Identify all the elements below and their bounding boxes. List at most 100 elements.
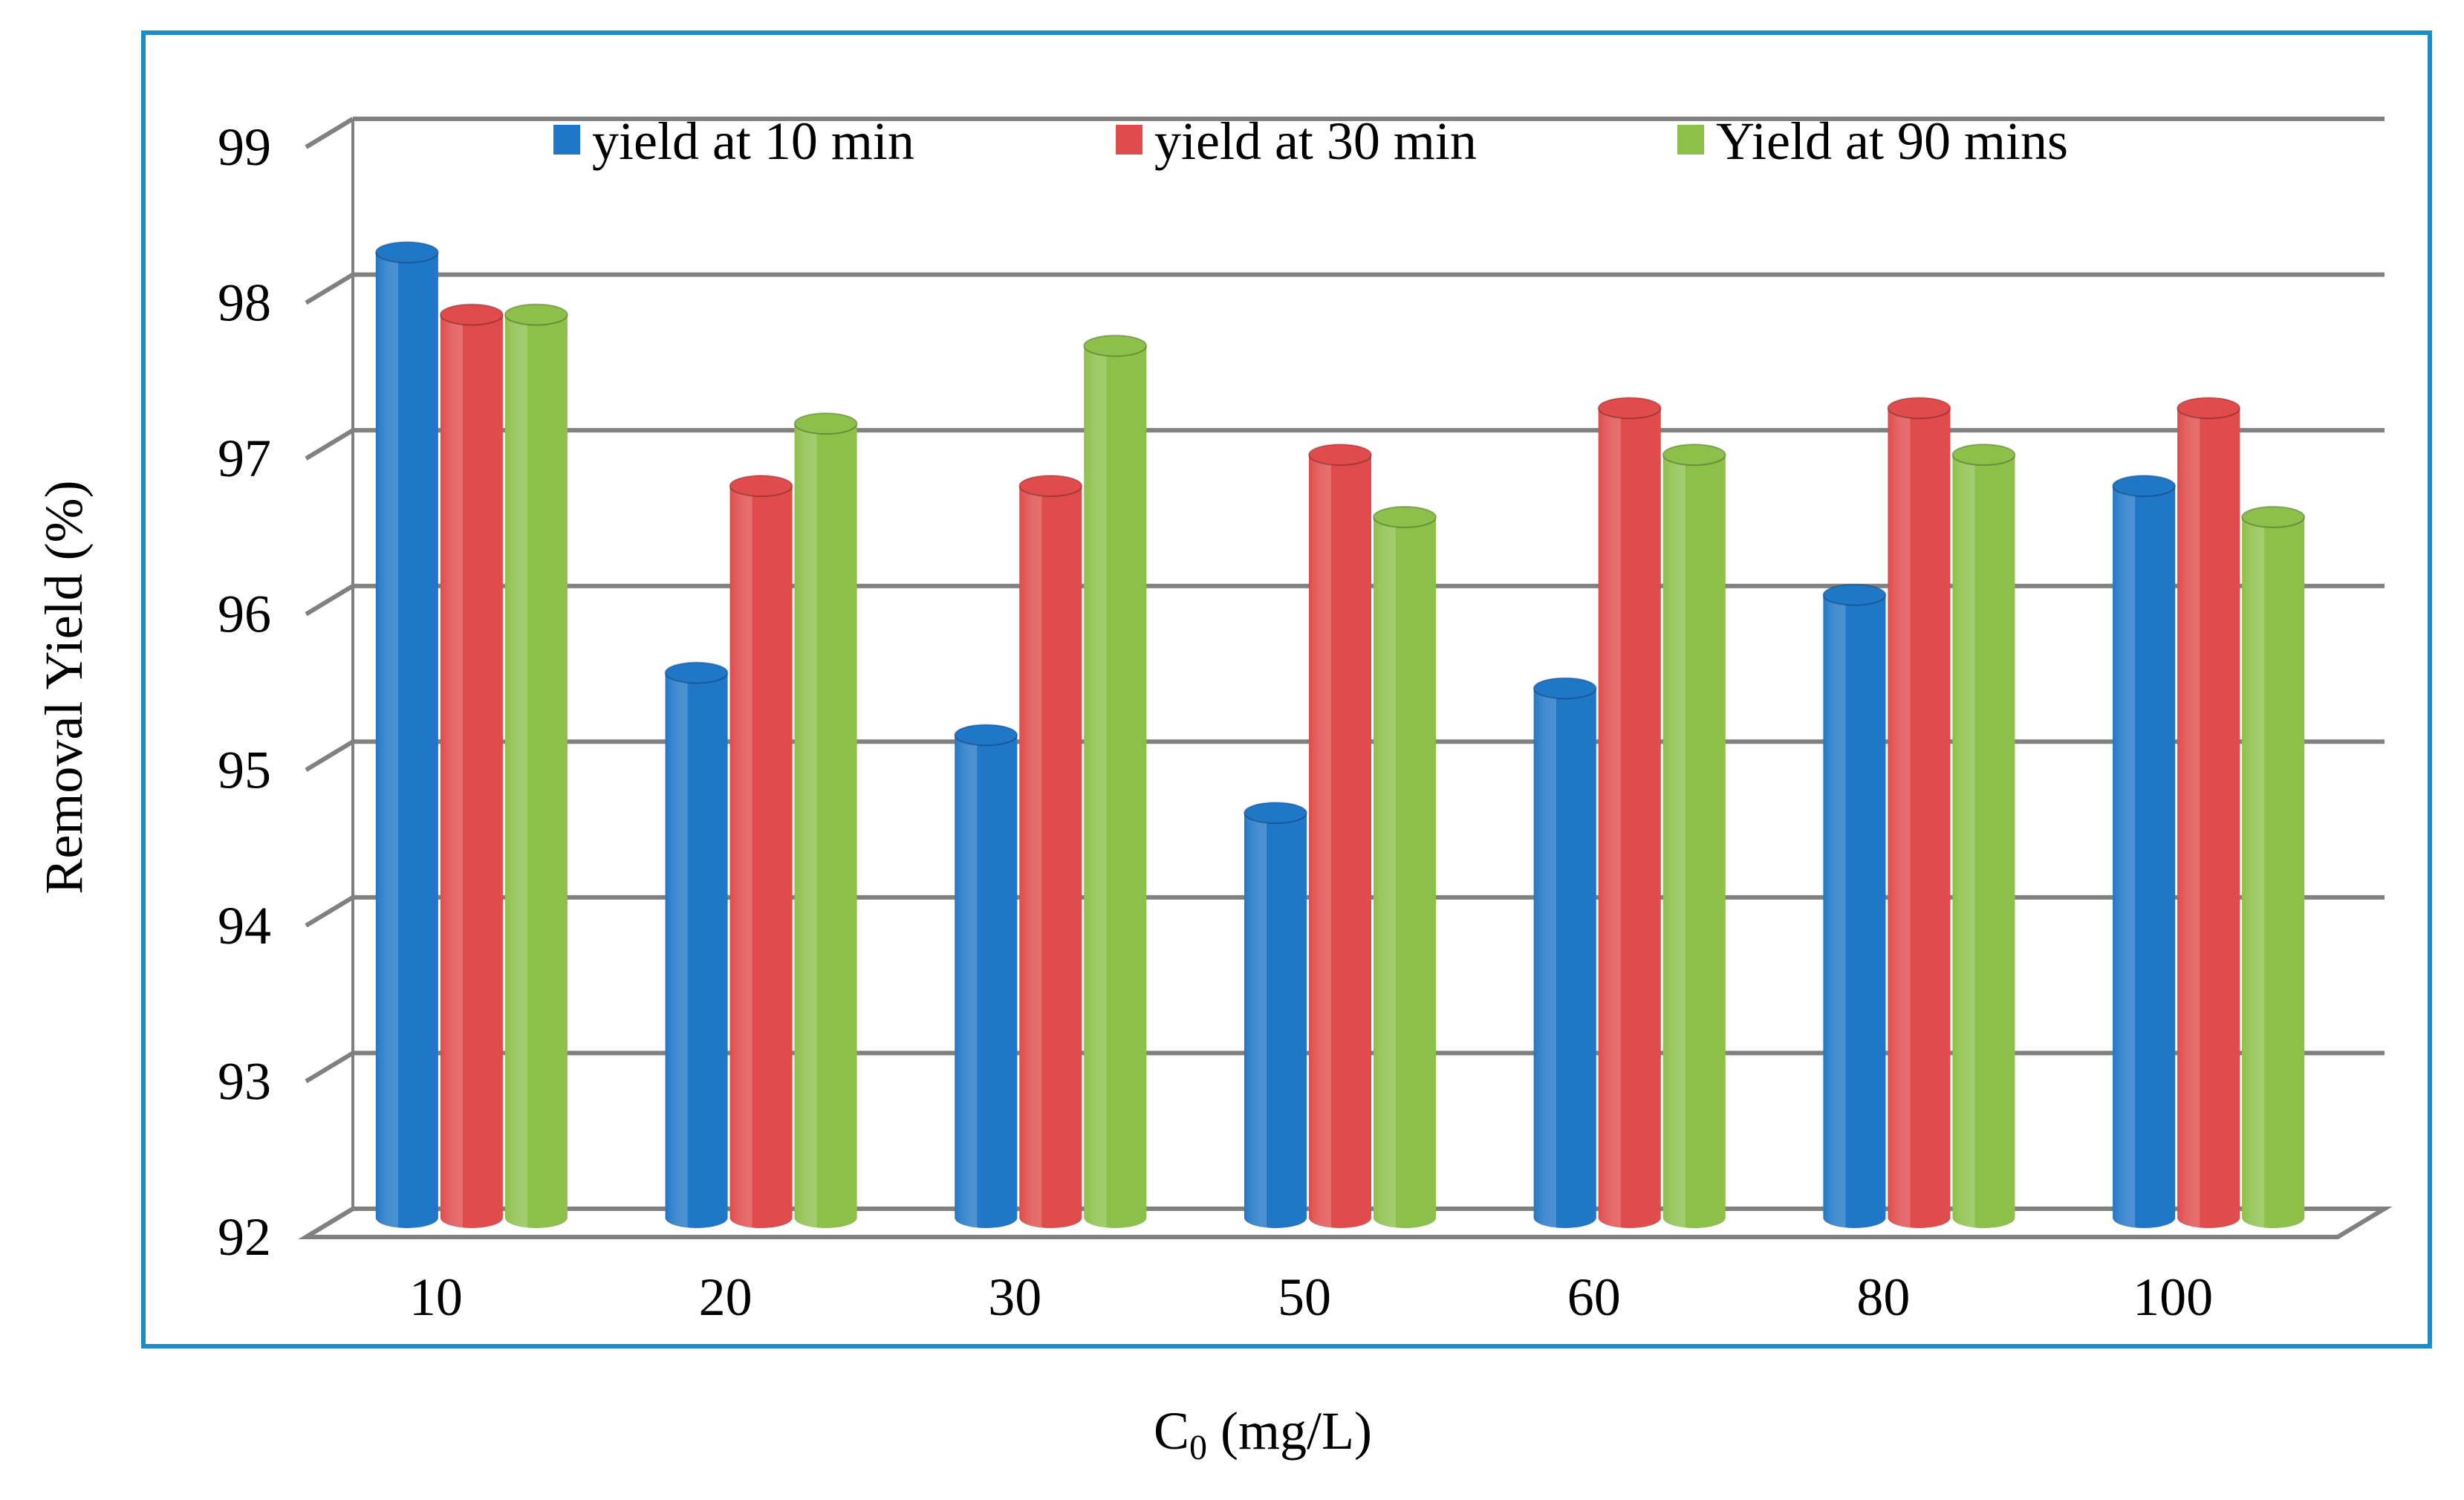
bar-shade: [440, 314, 503, 1229]
bar-shade: [1244, 813, 1307, 1228]
bar-cap: [439, 303, 504, 326]
y-tick-label: 93: [218, 1051, 271, 1111]
bar-cap: [1244, 802, 1307, 825]
bar-shade: [1952, 455, 2015, 1229]
x-tick-label: 10: [409, 1267, 463, 1327]
x-tick-label: 80: [1856, 1267, 1910, 1327]
bar-shade: [1888, 408, 1951, 1229]
bar-shade: [794, 423, 857, 1229]
bar: [1018, 475, 1083, 1229]
bar-cap: [1532, 677, 1597, 700]
bar: [374, 241, 439, 1228]
bar-shade: [375, 252, 438, 1228]
bar: [1083, 334, 1148, 1229]
legend-item: yield at 10 min: [553, 111, 914, 171]
bar-shade: [1019, 486, 1082, 1229]
legend-label: Yield at 90 mins: [1716, 111, 2068, 171]
bar-shade: [729, 486, 793, 1229]
bar: [1662, 444, 1726, 1229]
bar: [729, 475, 793, 1229]
legend-item: yield at 30 min: [1116, 111, 1477, 171]
gridline-depth: [305, 739, 354, 772]
bar-shade: [2177, 408, 2240, 1229]
bar-cap: [374, 241, 439, 264]
legend-swatch: [1116, 125, 1142, 155]
bar-cap: [1018, 475, 1083, 498]
bar-cap: [793, 412, 858, 435]
bars: [374, 241, 2306, 1229]
bar: [664, 661, 729, 1229]
legend-item: Yield at 90 mins: [1677, 111, 2068, 171]
y-tick-label: 99: [218, 117, 271, 177]
gridline-depth: [305, 273, 354, 305]
bar-cap: [1951, 444, 2016, 467]
bar-cap: [1373, 505, 1437, 528]
gridline-depth: [305, 1051, 354, 1083]
bar: [1822, 583, 1887, 1229]
gridline-depth: [305, 895, 354, 928]
bar-shade: [1374, 516, 1436, 1228]
bar: [1951, 444, 2016, 1229]
bar-shade: [1084, 345, 1147, 1229]
x-tick-labels: 10 20 30 50 60 80 100: [409, 1267, 2213, 1327]
bar: [1887, 397, 1951, 1229]
bar-shade: [2113, 486, 2176, 1229]
bar-shade: [1309, 455, 1371, 1228]
legend: yield at 10 min yield at 30 min Yield at 9…: [553, 111, 2068, 171]
y-tick-labels: 92 93 94 95 96 97 98 99: [218, 117, 271, 1267]
y-tick-label: 97: [218, 429, 271, 488]
bar-shade: [955, 735, 1018, 1229]
bar: [1244, 802, 1307, 1228]
y-tick-label: 95: [218, 740, 271, 799]
bar-cap: [1597, 397, 1662, 420]
x-tick-label: 100: [2133, 1267, 2213, 1327]
x-tick-label: 50: [1278, 1267, 1331, 1327]
bar-shade: [665, 672, 728, 1229]
bar-shade: [1598, 408, 1661, 1229]
bar: [954, 724, 1018, 1229]
bar-cap: [1308, 444, 1372, 467]
bar: [1597, 397, 1662, 1229]
bar-cap: [954, 724, 1018, 747]
x-tick-label: 60: [1567, 1267, 1621, 1327]
bar-cap: [1887, 397, 1951, 420]
bar-cap: [2177, 397, 2241, 420]
legend-label: yield at 10 min: [592, 111, 914, 171]
bar: [1373, 505, 1437, 1228]
gridline-depth: [305, 584, 354, 617]
x-tick-label: 30: [988, 1267, 1041, 1327]
bar-cap: [664, 661, 729, 684]
legend-label: yield at 30 min: [1154, 111, 1477, 171]
chart-frame: [141, 30, 2432, 1348]
bar: [1532, 677, 1597, 1229]
bar: [2177, 397, 2241, 1229]
bar-cap: [729, 475, 793, 498]
bar-cap: [2112, 475, 2177, 498]
bar-cap: [1662, 444, 1726, 467]
bar-shade: [2242, 516, 2305, 1229]
bar-cap: [1822, 583, 1887, 606]
gridline-depth: [305, 428, 354, 461]
y-tick-label: 98: [218, 273, 271, 333]
bar: [1308, 444, 1372, 1228]
y-axis-title: Removal Yield (%): [34, 480, 94, 894]
bar: [2241, 505, 2306, 1229]
bar-shade: [504, 314, 568, 1229]
gridline-depth: [305, 117, 354, 149]
bar-shade: [1662, 455, 1726, 1229]
bar: [793, 412, 858, 1229]
bar: [504, 303, 568, 1229]
bar: [2112, 475, 2177, 1229]
bar: [439, 303, 504, 1229]
x-tick-label: 20: [699, 1267, 752, 1327]
x-axis-title: C0 (mg/L): [1154, 1401, 1372, 1467]
bar-cap: [2241, 505, 2306, 528]
y-tick-label: 94: [218, 896, 271, 955]
y-tick-label: 96: [218, 585, 271, 644]
bar-cap: [1083, 334, 1148, 357]
bar-shade: [1533, 688, 1596, 1229]
y-tick-label: 92: [218, 1207, 271, 1267]
legend-swatch: [1677, 125, 1704, 155]
bar-cap: [504, 303, 568, 326]
